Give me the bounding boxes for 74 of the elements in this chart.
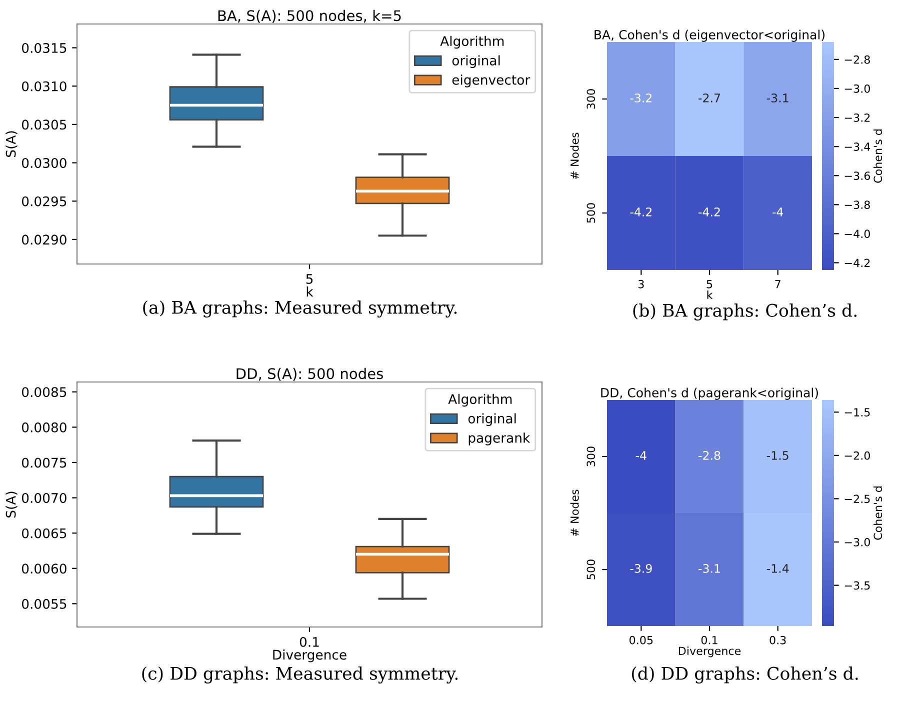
y-tick-label: 0.0055	[22, 598, 66, 609]
y-tick-label: 300	[586, 89, 596, 109]
x-tick-label: 0.3	[770, 636, 786, 644]
x-tick-label: 7	[775, 280, 780, 288]
color-bar-label: −2.0	[844, 451, 870, 460]
color-bar-label: −3.4	[844, 142, 870, 151]
y-axis-title: # Nodes	[570, 490, 579, 536]
y-tick-label: 0.0300	[22, 158, 66, 168]
x-tick-label: 0.1	[701, 636, 718, 644]
x-tick-label: 5	[306, 274, 313, 284]
color-bar-label: −3.5	[844, 581, 870, 590]
chart-title: DD, S(A): 500 nodes	[236, 368, 383, 381]
x-axis-title: k	[707, 290, 713, 299]
color-bar-title: Cohen's d	[873, 486, 882, 540]
color-bar-label: −3.8	[844, 200, 870, 210]
y-tick-label: 0.0065	[22, 528, 66, 538]
legend-label: original	[468, 413, 516, 426]
y-tick-label: 0.0290	[22, 234, 66, 245]
legend-label: pagerank	[468, 432, 530, 446]
y-axis-title: # Nodes	[570, 132, 579, 179]
x-tick-label: 3	[638, 280, 644, 288]
y-tick-label: 500	[586, 203, 596, 223]
data-label: -4	[772, 208, 784, 216]
color-bar-label: −3.0	[844, 84, 870, 93]
color-bar-label: −2.5	[844, 494, 870, 504]
y-tick-label: 0.0070	[22, 493, 66, 503]
y-tick-label: 300	[586, 446, 596, 466]
color-bar-label: −1.5	[844, 408, 870, 416]
color-bar-label: −2.8	[844, 55, 870, 64]
data-label: -3.2	[630, 93, 652, 102]
x-axis-title: Divergence	[273, 649, 346, 662]
data-label: -3.9	[630, 564, 652, 573]
y-tick-label: 0.0060	[22, 564, 66, 574]
y-tick-label: 500	[586, 560, 596, 580]
color-bar-label: −3.6	[844, 172, 870, 180]
x-tick-label: 0.05	[630, 636, 653, 644]
data-label: -3.1	[766, 93, 788, 102]
legend-title: Algorithm	[448, 394, 512, 407]
y-tick-label: 0.0085	[22, 387, 66, 398]
legend-label: original	[452, 55, 500, 68]
color-bar-label: −3.2	[844, 113, 870, 122]
y-tick-label: 0.0310	[22, 81, 66, 92]
y-tick-label: 0.0080	[22, 422, 66, 432]
data-label: -4.2	[698, 207, 720, 216]
legend-title: Algorithm	[440, 36, 504, 49]
text: (d) DD graphs: Cohen’s d.	[632, 666, 858, 684]
chart-title: BA, S(A): 500 nodes, k=5	[218, 10, 401, 23]
y-axis-title: S(A)	[6, 492, 18, 518]
chart-title: DD, Cohen's d (pagerank<original)	[601, 388, 818, 400]
data-label: -2.8	[698, 450, 720, 460]
y-tick-label: 0.0305	[22, 120, 66, 130]
chart-title: BA, Cohen's d (eigenvector<original)	[594, 30, 824, 42]
x-axis-title: k	[306, 286, 314, 297]
x-axis-title: Divergence	[678, 646, 741, 658]
color-bar-label: −3.0	[844, 538, 870, 546]
text: (c) DD graphs: Measured symmetry.	[142, 666, 458, 684]
text: (b) BA graphs: Cohen’s d.	[633, 303, 857, 321]
data-label: -4	[636, 451, 646, 460]
data-label: -2.7	[698, 93, 720, 102]
x-tick-label: 5	[706, 280, 712, 288]
legend-label: eigenvector	[452, 74, 530, 88]
y-axis-title: S(A)	[6, 131, 18, 157]
color-bar-label: −4.2	[844, 258, 870, 267]
text: (a) BA graphs: Measured symmetry.	[143, 300, 457, 318]
y-tick-label: 0.0315	[22, 42, 66, 53]
data-label: -1.4	[766, 564, 789, 573]
data-label: -3.1	[698, 564, 720, 573]
data-label: -1.5	[766, 451, 788, 460]
y-tick-label: 0.0295	[22, 196, 66, 206]
x-tick-label: 0.1	[300, 636, 319, 647]
y-tick-label: 0.0075	[22, 458, 66, 468]
color-bar-title: Cohen's d	[873, 130, 882, 183]
color-bar-label: −4.0	[844, 230, 870, 238]
data-label: -4.2	[630, 207, 652, 216]
